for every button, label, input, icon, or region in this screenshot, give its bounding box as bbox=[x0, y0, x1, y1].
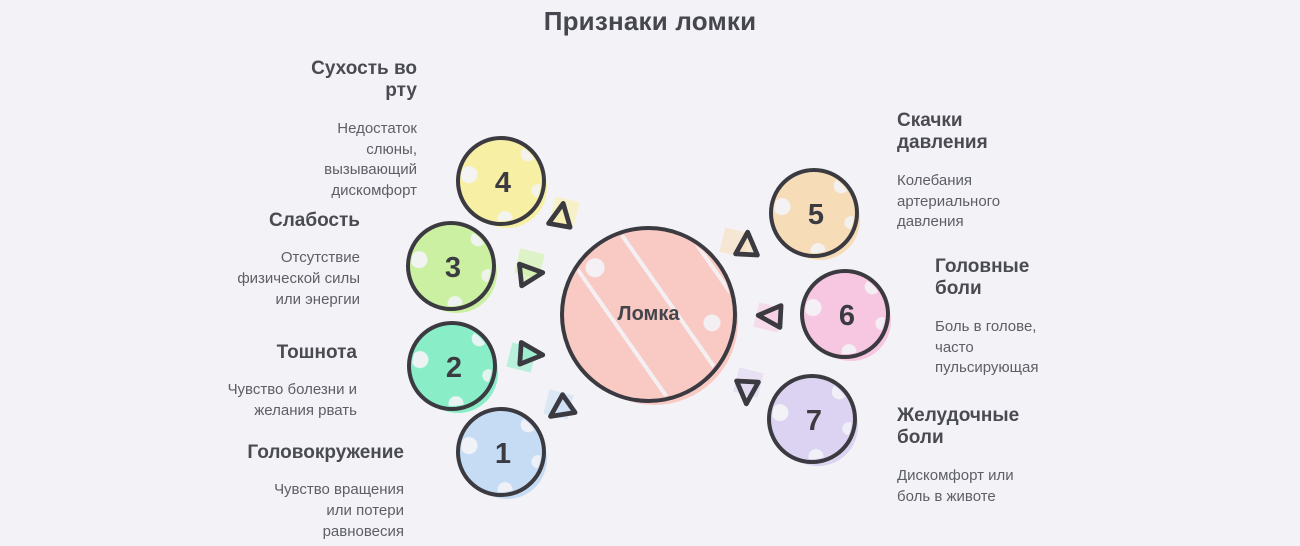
arrow-node-7 bbox=[728, 367, 766, 410]
arrow-node-3 bbox=[511, 248, 549, 293]
node-number-5: 5 bbox=[807, 198, 825, 231]
label-group-dizziness: Головокружение Чувство вращения или поте… bbox=[224, 442, 404, 542]
symptom-title-dizziness: Головокружение bbox=[247, 442, 404, 463]
symptom-title-stomach-pains: Желудочные боли bbox=[897, 405, 1020, 449]
node-number-6: 6 bbox=[838, 299, 856, 332]
node-5-pressure-spikes: 5 bbox=[769, 168, 859, 258]
arrow-node-4 bbox=[542, 196, 580, 235]
node-4-dry-mouth: 4 bbox=[456, 136, 546, 226]
triangle-arrow-icon bbox=[546, 200, 573, 230]
arrow-node-2 bbox=[506, 335, 549, 373]
node-number-2: 2 bbox=[445, 351, 463, 384]
triangle-arrow-icon bbox=[755, 303, 784, 330]
symptom-title-weakness: Слабость bbox=[268, 210, 360, 231]
label-group-headaches: Головные боли Боль в голове, часто пульс… bbox=[935, 256, 1055, 379]
arrow-node-5 bbox=[719, 226, 766, 264]
node-3-weakness: 3 bbox=[406, 221, 496, 311]
center-node-withdrawal: Ломка bbox=[560, 226, 737, 403]
node-number-7: 7 bbox=[805, 404, 823, 437]
node-2-nausea: 2 bbox=[407, 321, 497, 411]
triangle-arrow-icon bbox=[517, 340, 546, 367]
label-group-weakness: Слабость Отсутствие физической силы или … bbox=[225, 210, 360, 310]
symptom-title-headaches: Головные боли bbox=[935, 256, 1030, 300]
triangle-arrow-icon bbox=[734, 378, 761, 407]
symptom-description-headaches: Боль в голове, часто пульсирующая bbox=[935, 317, 1039, 377]
symptom-description-dizziness: Чувство вращения или потери равновесия bbox=[274, 481, 404, 540]
triangle-arrow-icon bbox=[517, 261, 546, 289]
label-group-dry-mouth: Сухость во рту Недостаток слюны, вызываю… bbox=[287, 58, 417, 202]
center-node-label: Ломка bbox=[617, 303, 680, 325]
symptom-title-nausea: Тошнота bbox=[276, 342, 357, 363]
node-number-4: 4 bbox=[494, 166, 512, 199]
arrow-node-6 bbox=[752, 297, 790, 335]
symptom-title-pressure-spikes: Скачки давления bbox=[897, 110, 988, 154]
node-number-1: 1 bbox=[494, 437, 512, 470]
label-group-pressure-spikes: Скачки давления Колебания артериального … bbox=[897, 110, 1022, 233]
symptom-title-dry-mouth: Сухость во рту bbox=[311, 58, 417, 102]
triangle-arrow-icon bbox=[548, 392, 578, 419]
symptom-description-stomach-pains: Дискомфорт или боль в животе bbox=[897, 466, 1014, 505]
symptom-description-dry-mouth: Недостаток слюны, вызывающий дискомфорт bbox=[324, 119, 417, 199]
label-group-nausea: Тошнота Чувство болезни и желания рвать bbox=[207, 342, 357, 422]
diagram-title: Признаки ломки bbox=[543, 6, 757, 36]
symptom-description-weakness: Отсутствие физической силы или энергии bbox=[237, 249, 360, 308]
node-6-headaches: 6 bbox=[800, 269, 890, 359]
triangle-arrow-icon bbox=[733, 229, 760, 258]
node-7-stomach-pains: 7 bbox=[767, 374, 857, 464]
label-group-stomach-pains: Желудочные боли Дискомфорт или боль в жи… bbox=[897, 405, 1032, 507]
node-number-3: 3 bbox=[444, 251, 462, 284]
node-1-dizziness: 1 bbox=[456, 407, 546, 497]
arrow-node-1 bbox=[542, 389, 580, 428]
symptom-description-nausea: Чувство болезни и желания рвать bbox=[227, 381, 357, 420]
symptom-description-pressure-spikes: Колебания артериального давления bbox=[897, 171, 1001, 231]
